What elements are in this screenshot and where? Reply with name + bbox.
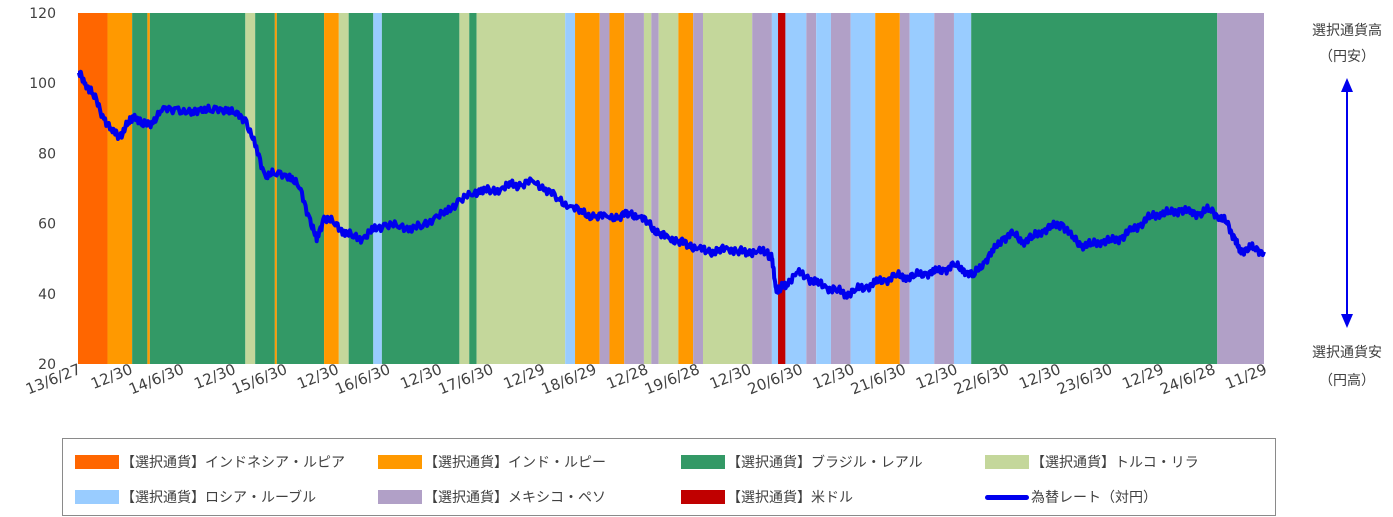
legend-swatch [985, 455, 1029, 469]
band-rub-38 [909, 13, 935, 364]
x-tick-label: 21/6/30 [848, 360, 908, 398]
x-tick-label: 20/6/30 [745, 360, 805, 398]
band-rub-31 [785, 13, 807, 364]
x-tick-label: 17/6/30 [436, 360, 496, 398]
band-rub-40 [953, 13, 972, 364]
x-tick-label: 19/6/28 [642, 360, 702, 398]
x-tick-label: 23/6/30 [1054, 360, 1114, 398]
band-inr-18 [575, 13, 600, 364]
band-brl-2 [132, 13, 148, 364]
band-inr-25 [678, 13, 694, 364]
band-mxn-21 [624, 13, 644, 364]
y-tick-label: 40 [38, 287, 56, 303]
currency-bands [78, 13, 1264, 364]
band-try-10 [338, 13, 349, 364]
band-inr-7 [274, 13, 277, 364]
band-mxn-23 [651, 13, 659, 364]
band-brl-11 [348, 13, 374, 364]
band-rub-17 [565, 13, 576, 364]
band-mxn-34 [830, 13, 851, 364]
band-try-24 [658, 13, 679, 364]
legend-label: 【選択通貨】トルコ・リラ [1031, 455, 1199, 471]
legend-item-usd: 【選択通貨】米ドル [681, 486, 853, 508]
band-mxn-32 [806, 13, 817, 364]
legend-label: 【選択通貨】インド・ルピー [424, 455, 606, 471]
legend: 【選択通貨】インドネシア・ルピア 【選択通貨】インド・ルピー 【選択通貨】ブラジル・… [62, 438, 1276, 516]
right-top-label: 選択通貨高 [1312, 23, 1382, 39]
legend-label: 【選択通貨】ロシア・ルーブル [121, 490, 317, 506]
rate-line [76, 69, 1266, 300]
band-usd-30 [778, 13, 786, 364]
legend-item-brl: 【選択通貨】ブラジル・レアル [681, 451, 923, 473]
band-inr-1 [107, 13, 133, 364]
legend-item-rub: 【選択通貨】ロシア・ルーブル [75, 486, 316, 508]
y-tick-label: 100 [29, 76, 56, 92]
legend-swatch [681, 490, 725, 504]
legend-label: 【選択通貨】米ドル [727, 490, 853, 506]
band-inr-9 [324, 13, 339, 364]
band-rub-29 [771, 13, 779, 364]
band-mxn-42 [1217, 13, 1264, 364]
band-inr-20 [609, 13, 625, 364]
legend-item-mxn: 【選択通貨】メキシコ・ペソ [378, 486, 606, 508]
band-mxn-39 [934, 13, 954, 364]
x-tick-label: 14/6/30 [126, 360, 186, 398]
legend-item-try: 【選択通貨】トルコ・リラ [985, 451, 1199, 473]
x-tick-label: 16/6/30 [333, 360, 393, 398]
right-bottom-sub: （円高） [1319, 373, 1375, 389]
band-mxn-28 [752, 13, 772, 364]
legend-swatch [75, 455, 119, 469]
band-try-22 [643, 13, 652, 364]
band-brl-6 [255, 13, 275, 364]
band-rub-35 [850, 13, 876, 364]
band-mxn-19 [599, 13, 610, 364]
direction-arrow [1341, 78, 1353, 328]
legend-swatch [75, 490, 119, 504]
right-top-sub: （円安） [1319, 49, 1375, 65]
band-brl-13 [381, 13, 460, 364]
y-axis: 20 40 60 80 100 120 [29, 6, 56, 373]
legend-item-rate: 為替レート（対円） [985, 486, 1157, 508]
band-brl-4 [149, 13, 246, 364]
legend-label: 為替レート（対円） [1031, 490, 1157, 506]
band-try-5 [245, 13, 256, 364]
band-rub-33 [816, 13, 831, 364]
legend-swatch [378, 490, 422, 504]
band-try-27 [702, 13, 753, 364]
legend-item-inr: 【選択通貨】インド・ルピー [378, 451, 606, 473]
band-inr-3 [147, 13, 150, 364]
x-tick-label: 11/29 [1223, 360, 1270, 393]
legend-swatch [378, 455, 422, 469]
band-inr-36 [875, 13, 900, 364]
legend-label: 【選択通貨】ブラジル・レアル [727, 455, 923, 471]
band-mxn-26 [693, 13, 703, 364]
band-try-14 [459, 13, 470, 364]
legend-item-idr: 【選択通貨】インドネシア・ルピア [75, 451, 345, 473]
band-brl-15 [469, 13, 477, 364]
x-tick-label: 15/6/30 [229, 360, 289, 398]
band-rub-12 [373, 13, 382, 364]
legend-swatch [681, 455, 725, 469]
legend-label: 【選択通貨】インドネシア・ルピア [121, 455, 345, 471]
y-tick-label: 80 [38, 146, 56, 162]
legend-swatch [985, 494, 1029, 500]
legend-label: 【選択通貨】メキシコ・ペソ [424, 490, 606, 506]
y-tick-label: 120 [29, 6, 56, 22]
y-tick-label: 60 [38, 217, 56, 233]
x-tick-label: 22/6/30 [951, 360, 1011, 398]
x-tick-label: 18/6/29 [539, 360, 599, 398]
y-tick-label: 20 [38, 357, 56, 373]
band-brl-41 [971, 13, 1218, 364]
band-mxn-37 [899, 13, 910, 364]
right-bottom-label: 選択通貨安 [1312, 345, 1382, 361]
x-tick-label: 24/6/28 [1158, 360, 1218, 398]
band-idr-0 [78, 13, 108, 364]
